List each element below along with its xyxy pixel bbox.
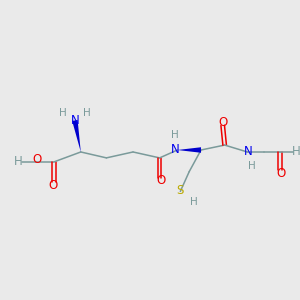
Text: H: H (14, 155, 23, 168)
Text: O: O (218, 116, 227, 129)
Text: N: N (171, 142, 180, 155)
Text: O: O (276, 167, 285, 180)
Text: H: H (190, 197, 198, 207)
Text: N: N (244, 146, 253, 158)
Polygon shape (72, 120, 81, 152)
Text: O: O (49, 179, 58, 192)
Text: H: H (170, 130, 178, 140)
Text: H: H (248, 161, 256, 171)
Text: N: N (70, 114, 79, 127)
Polygon shape (177, 147, 201, 153)
Text: H: H (59, 108, 67, 118)
Text: H: H (292, 146, 300, 158)
Text: H: H (83, 108, 91, 118)
Text: O: O (156, 174, 165, 187)
Text: O: O (33, 153, 42, 167)
Text: S: S (177, 184, 184, 197)
